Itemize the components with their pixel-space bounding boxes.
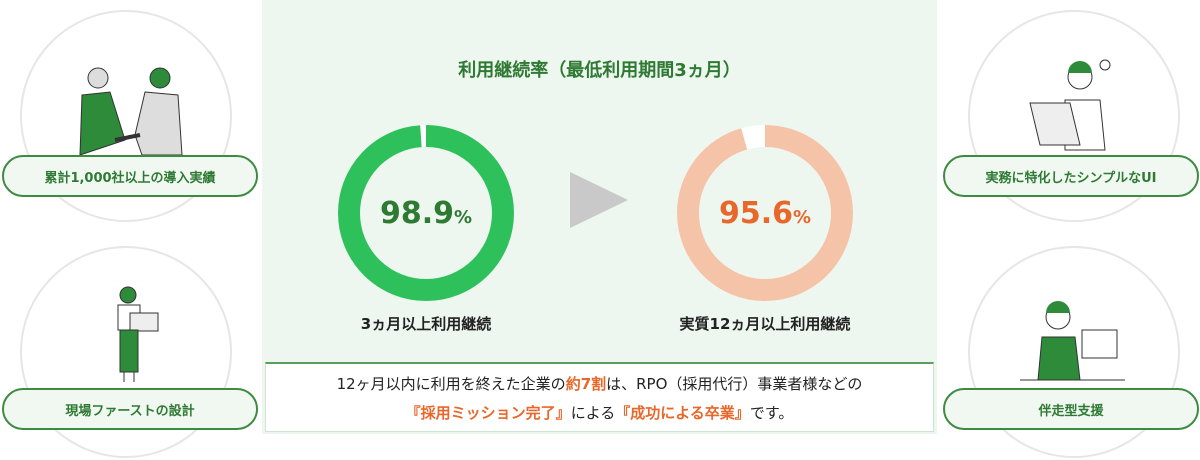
woman-support-illustration xyxy=(1020,301,1125,381)
unit: % xyxy=(792,206,812,228)
donut-value-12-month: 95.6% xyxy=(677,125,853,301)
feature-label: 伴走型支援 xyxy=(1038,403,1104,419)
donut-chart-12-month xyxy=(677,125,853,301)
highlight: 『成功による卒業』 xyxy=(615,404,750,422)
feature-pill: 実務に特化したシンプルなUI xyxy=(943,155,1199,197)
note-line-1: 12ヶ月以内に利用を終えた企業の約7割は、RPO（採用代行）事業者様などの xyxy=(266,370,933,399)
text: は、RPO（採用代行）事業者様などの xyxy=(606,375,863,393)
stat-label: 3ヵ月以上利用継続 xyxy=(360,315,492,333)
woman-with-laptop-illustration xyxy=(117,286,159,382)
value: 95.6 xyxy=(718,195,793,231)
donut-value-3-month: 98.9% xyxy=(338,125,514,301)
donut-arc xyxy=(338,125,514,301)
value: 98.9 xyxy=(379,195,454,231)
highlight: 約7割 xyxy=(565,375,607,393)
feature-pill: 伴走型支援 xyxy=(943,388,1199,430)
donut-chart-3-month xyxy=(338,125,514,301)
panel-title: 利用継続率（最低利用期間3ヵ月） xyxy=(458,60,741,81)
text: 12ヶ月以内に利用を終えた企業の xyxy=(336,375,566,393)
unit: % xyxy=(453,206,473,228)
feature-pill: 累計1,000社以上の導入実績 xyxy=(2,155,258,197)
text: による xyxy=(570,404,616,422)
highlight: 『採用ミッション完了』 xyxy=(405,404,571,422)
donut-arc xyxy=(677,125,853,301)
note-line-2: 『採用ミッション完了』による『成功による卒業』です。 xyxy=(266,399,933,428)
handshake-illustration xyxy=(79,67,183,155)
man-at-laptop-idea-illustration xyxy=(1029,59,1111,151)
text: です。 xyxy=(749,404,794,422)
feature-label: 累計1,000社以上の導入実績 xyxy=(44,170,216,186)
feature-label: 実務に特化したシンプルなUI xyxy=(985,170,1157,186)
stat-label: 実質12ヵ月以上利用継続 xyxy=(679,315,851,333)
feature-pill: 現場ファーストの設計 xyxy=(2,388,258,430)
retention-panel: 利用継続率（最低利用期間3ヵ月） 98.9% 3ヵ月以上利用継続 95.6% 実… xyxy=(262,0,937,434)
feature-label: 現場ファーストの設計 xyxy=(65,403,195,419)
note-box: 12ヶ月以内に利用を終えた企業の約7割は、RPO（採用代行）事業者様などの 『採… xyxy=(265,362,934,432)
triangle-right-icon xyxy=(570,172,628,228)
